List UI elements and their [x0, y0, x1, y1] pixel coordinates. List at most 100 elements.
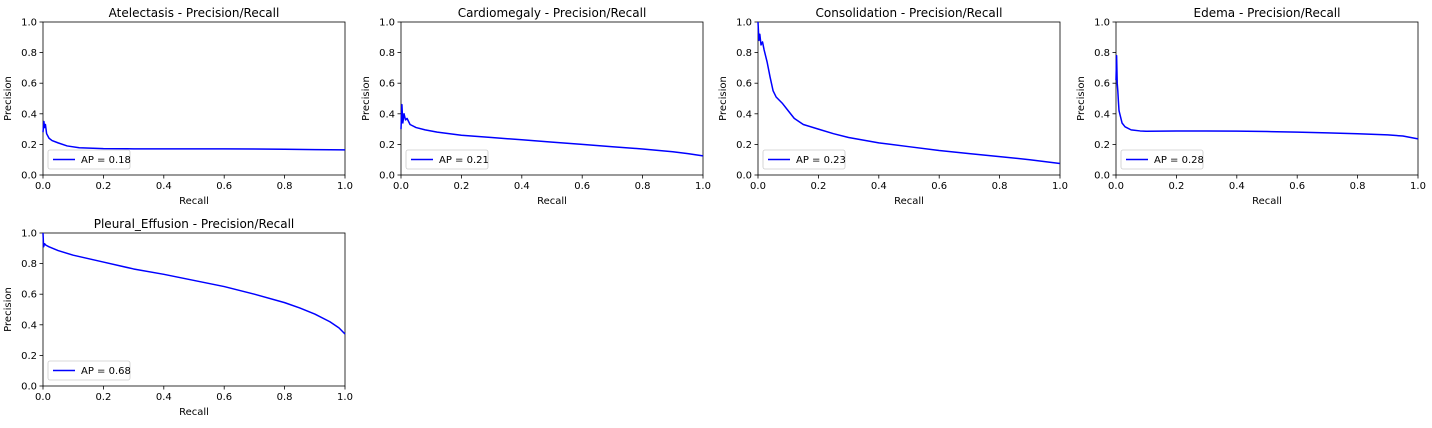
- x-tick-label: 0.2: [95, 181, 111, 192]
- x-tick-label: 0.4: [514, 181, 530, 192]
- x-tick-label: 0.8: [1350, 181, 1366, 192]
- y-axis-label: Precision: [1076, 76, 1087, 121]
- y-tick-label: 0.4: [1094, 109, 1110, 120]
- x-tick-label: 0.8: [635, 181, 651, 192]
- y-axis-label: Precision: [3, 287, 14, 332]
- x-axis-label: Recall: [1252, 196, 1282, 207]
- x-tick-label: 0.6: [574, 181, 590, 192]
- y-tick-label: 0.2: [736, 140, 752, 151]
- x-tick-label: 0.4: [156, 392, 172, 403]
- y-tick-label: 0.2: [21, 140, 37, 151]
- legend-label: AP = 0.28: [1154, 155, 1204, 166]
- subplot-title: Cardiomegaly - Precision/Recall: [458, 6, 647, 20]
- axes-frame: [757, 21, 1061, 176]
- pr-curve-line: [400, 103, 704, 157]
- subplot-4: Edema - Precision/Recall 0.0 0.2 0.4 0.6 0.8 1…: [1076, 6, 1426, 207]
- x-tick-label: 0.0: [35, 181, 51, 192]
- x-tick-label: 0.0: [750, 181, 766, 192]
- y-tick-label: 0.0: [21, 171, 37, 182]
- axes-frame: [1115, 21, 1419, 176]
- x-tick-label: 0.2: [810, 181, 826, 192]
- legend-box: [47, 360, 131, 381]
- x-tick-label: 1.0: [337, 181, 353, 192]
- y-tick-label: 0.6: [21, 290, 37, 301]
- x-tick-label: 0.6: [931, 181, 947, 192]
- y-tick-label: 0.0: [21, 382, 37, 393]
- x-tick-label: 0.2: [95, 392, 111, 403]
- y-tick-label: 1.0: [21, 18, 37, 29]
- y-tick-label: 0.4: [736, 109, 752, 120]
- legend-box: [1120, 149, 1204, 170]
- legend-box: [405, 149, 489, 170]
- y-axis-label: Precision: [361, 76, 372, 121]
- x-tick-label: 0.2: [453, 181, 469, 192]
- y-axis-label: Precision: [718, 76, 729, 121]
- y-tick-label: 0.2: [379, 140, 395, 151]
- x-tick-label: 0.4: [1229, 181, 1245, 192]
- y-tick-label: 0.6: [1094, 79, 1110, 90]
- y-tick-label: 0.0: [736, 171, 752, 182]
- x-tick-label: 0.8: [277, 181, 293, 192]
- x-tick-label: 1.0: [337, 392, 353, 403]
- y-tick-label: 0.8: [736, 48, 752, 59]
- x-tick-label: 0.0: [35, 392, 51, 403]
- y-tick-label: 0.2: [1094, 140, 1110, 151]
- legend-box: [762, 149, 846, 170]
- subplot-1: Atelectasis - Precision/Recall 0.0 0.2 0.4 0…: [3, 6, 353, 207]
- y-tick-label: 0.0: [379, 171, 395, 182]
- x-tick-label: 0.2: [1168, 181, 1184, 192]
- y-tick-label: 0.8: [379, 48, 395, 59]
- pr-curve-line: [757, 21, 1061, 165]
- y-tick-label: 1.0: [21, 229, 37, 240]
- y-tick-label: 1.0: [1094, 18, 1110, 29]
- x-tick-label: 0.0: [393, 181, 409, 192]
- x-tick-label: 1.0: [695, 181, 711, 192]
- x-axis-label: Recall: [179, 196, 209, 207]
- x-tick-label: 0.6: [216, 392, 232, 403]
- y-tick-label: 1.0: [379, 18, 395, 29]
- y-tick-label: 0.6: [736, 79, 752, 90]
- y-axis-label: Precision: [3, 76, 14, 121]
- subplot-2: Cardiomegaly - Precision/Recall 0.0 0.2 0.4…: [361, 6, 711, 207]
- x-axis-label: Recall: [179, 407, 209, 418]
- x-tick-label: 0.4: [871, 181, 887, 192]
- y-tick-label: 0.0: [1094, 171, 1110, 182]
- pr-curve-line: [1115, 54, 1419, 140]
- x-tick-label: 0.6: [216, 181, 232, 192]
- y-tick-label: 0.4: [21, 320, 37, 331]
- y-tick-label: 0.4: [21, 109, 37, 120]
- y-tick-label: 1.0: [736, 18, 752, 29]
- legend-label: AP = 0.18: [81, 155, 131, 166]
- legend-label: AP = 0.68: [81, 366, 131, 377]
- subplot-title: Pleural_Effusion - Precision/Recall: [94, 217, 295, 231]
- x-tick-label: 0.8: [277, 392, 293, 403]
- x-tick-label: 1.0: [1052, 181, 1068, 192]
- legend-label: AP = 0.21: [439, 155, 489, 166]
- y-tick-label: 0.6: [379, 79, 395, 90]
- x-axis-label: Recall: [894, 196, 924, 207]
- subplot-title: Atelectasis - Precision/Recall: [109, 6, 280, 20]
- subplot-title: Edema - Precision/Recall: [1194, 6, 1341, 20]
- y-tick-label: 0.6: [21, 79, 37, 90]
- legend-box: [47, 149, 131, 170]
- y-tick-label: 0.8: [21, 259, 37, 270]
- pr-curve-line: [42, 120, 346, 151]
- legend-label: AP = 0.23: [796, 155, 846, 166]
- axes-frame: [42, 232, 346, 387]
- pr-curve-line: [42, 232, 346, 335]
- x-tick-label: 0.0: [1108, 181, 1124, 192]
- subplot-title: Consolidation - Precision/Recall: [816, 6, 1003, 20]
- y-tick-label: 0.4: [379, 109, 395, 120]
- x-tick-label: 0.6: [1289, 181, 1305, 192]
- x-axis-label: Recall: [537, 196, 567, 207]
- subplot-3: Consolidation - Precision/Recall 0.0 0.2 0.…: [718, 6, 1068, 207]
- y-tick-label: 0.2: [21, 351, 37, 362]
- x-tick-label: 1.0: [1410, 181, 1426, 192]
- x-tick-label: 0.8: [992, 181, 1008, 192]
- y-tick-label: 0.8: [1094, 48, 1110, 59]
- x-tick-label: 0.4: [156, 181, 172, 192]
- y-tick-label: 0.8: [21, 48, 37, 59]
